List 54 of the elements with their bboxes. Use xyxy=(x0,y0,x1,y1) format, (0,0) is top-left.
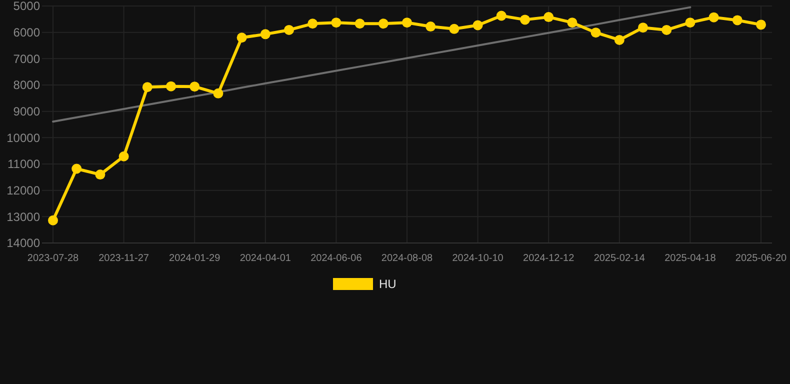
point xyxy=(662,24,672,35)
point xyxy=(95,170,106,180)
y-tick-label: 5000 xyxy=(13,0,40,14)
x-tick-label: 2024-10-10 xyxy=(452,253,504,264)
y-tick-label: 7000 xyxy=(13,52,40,66)
point xyxy=(142,82,152,92)
point xyxy=(472,20,483,30)
x-tick-label: 2024-04-01 xyxy=(240,253,292,264)
x-tick-label: 2024-08-08 xyxy=(381,253,434,264)
y-tick-label: 6000 xyxy=(13,26,40,40)
point xyxy=(308,18,318,29)
point xyxy=(614,34,624,45)
x-tick-label: 2025-06-20 xyxy=(735,253,788,264)
x-tick-label: 2024-06-06 xyxy=(310,253,362,264)
point xyxy=(544,12,554,22)
y-tick-label: 12000 xyxy=(6,184,40,198)
point xyxy=(638,22,648,33)
point xyxy=(426,22,436,32)
point xyxy=(72,164,82,174)
point xyxy=(756,20,766,30)
point xyxy=(354,18,365,29)
point xyxy=(378,18,388,29)
y-tick-label: 14000 xyxy=(6,236,40,250)
y-tick-label: 9000 xyxy=(13,104,40,119)
point xyxy=(520,14,530,25)
x-tick-label: 2024-12-12 xyxy=(523,253,575,264)
point xyxy=(732,15,742,26)
x-tick-label: 2023-07-28 xyxy=(27,253,80,264)
point xyxy=(685,18,696,28)
y-tick-label: 13000 xyxy=(6,210,40,224)
y-tick-label: 8000 xyxy=(13,78,40,92)
point xyxy=(708,12,719,22)
x-tick-label: 2025-04-18 xyxy=(664,253,716,264)
line-series xyxy=(52,6,692,123)
x-tick-label: 2024-01-29 xyxy=(169,253,221,264)
x-tick-label: 2025-02-14 xyxy=(594,253,646,264)
point xyxy=(590,28,601,38)
point xyxy=(331,18,342,28)
y-tick-label: 11000 xyxy=(8,157,40,172)
point xyxy=(402,18,412,28)
point xyxy=(48,215,58,226)
legend-label: HU xyxy=(379,277,396,292)
point xyxy=(284,24,294,35)
y-tick-label: 10000 xyxy=(6,130,40,145)
point xyxy=(449,24,460,34)
point xyxy=(166,81,176,92)
point xyxy=(118,151,129,162)
point xyxy=(236,32,247,43)
point xyxy=(260,29,270,40)
x-tick-label: 2023-11-27 xyxy=(98,253,150,264)
point xyxy=(190,82,200,92)
point xyxy=(213,88,224,98)
point xyxy=(496,10,506,21)
point xyxy=(567,18,578,28)
